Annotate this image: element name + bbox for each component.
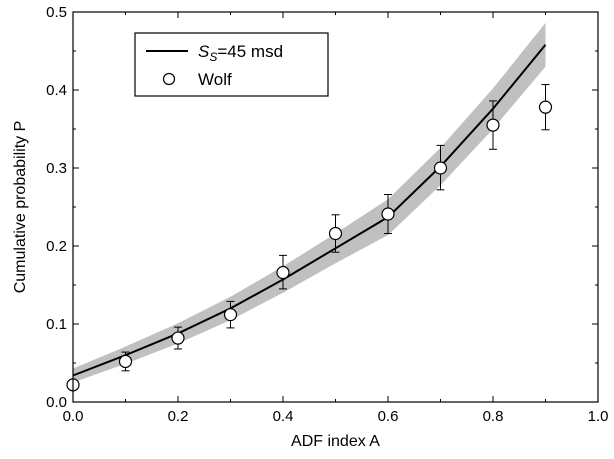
- legend-marker-wolf: [162, 72, 176, 86]
- y-tick-label: 0.5: [46, 4, 67, 21]
- legend-box: [134, 32, 329, 97]
- y-tick-label: 0.2: [46, 238, 67, 255]
- data-point: [171, 331, 185, 345]
- data-point: [381, 207, 395, 221]
- data-point: [538, 100, 553, 114]
- axis-ticks: 0.0 0.2 0.4 0.6 0.8 1.0 0.0 0.1 0.2 0.3 0.4 0.5: [46, 4, 608, 425]
- data-point: [223, 308, 238, 322]
- x-tick-label: 0.6: [378, 408, 399, 425]
- y-tick-label: 0.0: [46, 394, 67, 411]
- data-point: [118, 354, 133, 369]
- legend-label-model: SS=45 msd: [198, 42, 283, 64]
- data-point: [328, 226, 343, 241]
- model-line: [72, 44, 547, 377]
- legend: SS=45 msd Wolf: [134, 32, 329, 97]
- y-tick-label: 0.4: [46, 82, 67, 99]
- legend-label-wolf: Wolf: [198, 70, 232, 89]
- data-point: [276, 265, 290, 280]
- legend-model-rest: =45 msd: [217, 42, 283, 61]
- data-point-layer: [66, 100, 553, 392]
- x-axis-title: ADF index A: [291, 433, 380, 450]
- model-line-layer: [72, 44, 547, 377]
- x-tick-label: 1.0: [588, 408, 609, 425]
- legend-model-main: S: [198, 42, 210, 61]
- x-tick-label: 0.4: [273, 408, 294, 425]
- y-tick-label: 0.3: [46, 160, 67, 177]
- x-tick-label: 0.2: [168, 408, 189, 425]
- legend-model-sub: S: [209, 50, 217, 64]
- y-axis-title: Cumulative probability P: [12, 121, 29, 294]
- data-point: [486, 118, 500, 132]
- data-point: [433, 161, 448, 175]
- x-tick-label: 0.0: [63, 408, 84, 425]
- x-tick-label: 0.8: [483, 408, 504, 425]
- y-tick-label: 0.1: [46, 316, 67, 333]
